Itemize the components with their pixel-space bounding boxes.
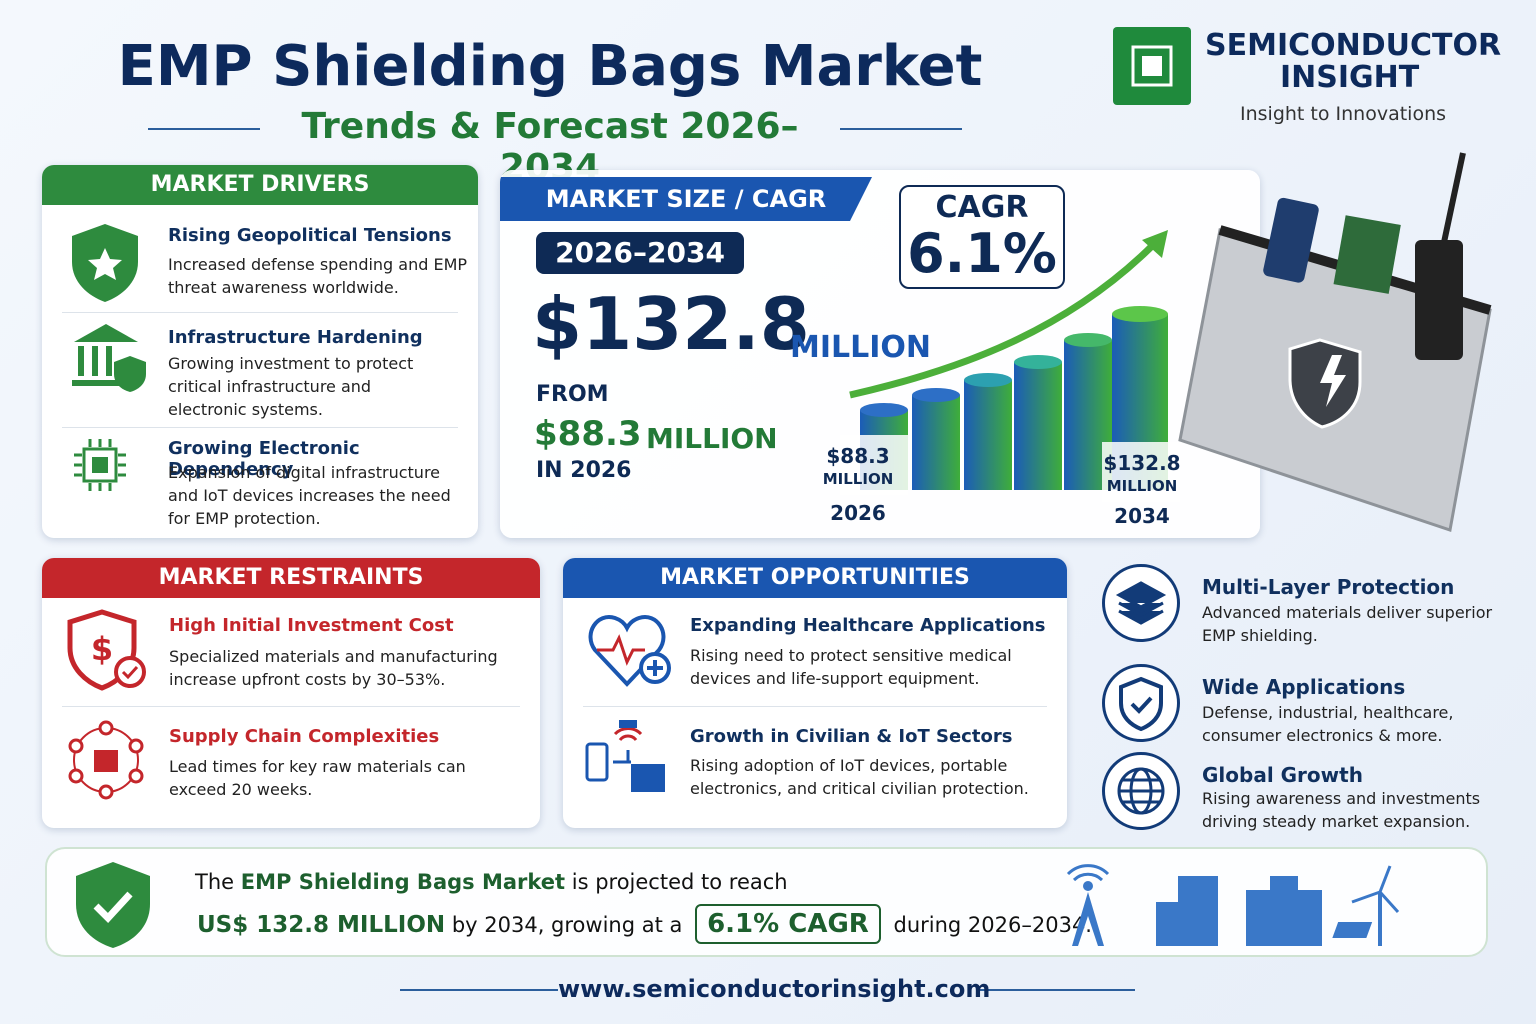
separator xyxy=(62,427,458,428)
rule xyxy=(148,128,260,130)
end-year: 2034 xyxy=(1114,504,1170,528)
separator xyxy=(62,706,520,707)
feature-text: Advanced materials deliver superior EMP … xyxy=(1202,603,1493,645)
item-text: Specialized materials and manufacturing … xyxy=(169,647,498,689)
item-title: Rising Geopolitical Tensions xyxy=(168,225,452,246)
summary-line: US$ 132.8 MILLION by 2034, growing at a … xyxy=(197,904,1092,944)
feature-title: Wide Applications xyxy=(1202,675,1406,699)
summary-emphasis: US$ 132.8 MILLION xyxy=(197,912,446,938)
bag-illustration xyxy=(1178,152,1492,532)
item-text: Rising adoption of IoT devices, portable… xyxy=(690,756,1029,798)
feature-text: Defense, industrial, healthcare, consume… xyxy=(1202,703,1454,745)
rule xyxy=(840,128,962,130)
feature-title: Global Growth xyxy=(1202,763,1363,787)
start-value: $88.3 xyxy=(826,444,890,468)
icon xyxy=(1117,767,1165,815)
icon xyxy=(1119,676,1163,732)
feature-icon xyxy=(1102,752,1180,830)
cagr-value: 6.1% xyxy=(907,222,1057,285)
rule xyxy=(977,989,1135,991)
drivers-card: MARKET DRIVERS Rising Geopolitical Tensi… xyxy=(42,165,478,538)
feature-text: Rising awareness and investments driving… xyxy=(1202,789,1481,831)
item-title: Expanding Healthcare Applications xyxy=(690,615,1046,636)
summary-text: The xyxy=(195,870,235,894)
icon xyxy=(72,224,138,302)
svg-text:$: $ xyxy=(91,630,113,668)
summary-cagr: 6.1% CAGR xyxy=(695,904,881,944)
item-title: High Initial Investment Cost xyxy=(169,615,454,636)
icon: $ xyxy=(67,609,146,691)
brand-logo xyxy=(1113,27,1191,105)
item-title: Infrastructure Hardening xyxy=(168,327,423,348)
brand-tagline: Insight to Innovations xyxy=(1240,103,1447,125)
icon xyxy=(68,720,144,800)
summary-text: during 2026–2034. xyxy=(893,913,1093,937)
section-heading: MARKET DRIVERS xyxy=(42,165,478,205)
feature-icon xyxy=(1102,664,1180,742)
rule xyxy=(400,989,558,991)
start-unit: MILLION xyxy=(822,470,894,488)
feature-icon xyxy=(1102,564,1180,642)
section-heading: MARKET OPPORTUNITIES xyxy=(563,558,1067,598)
summary-text: by 2034, growing at a xyxy=(451,913,683,937)
summary-emphasis: EMP Shielding Bags Market xyxy=(240,870,566,894)
item-title: Growing Electronic Dependency xyxy=(168,438,360,480)
section-heading: MARKET SIZE / CAGR xyxy=(545,185,827,213)
item-title: Supply Chain Complexities xyxy=(169,726,440,747)
item-text: Expansion of digital infrastructure and … xyxy=(168,463,451,528)
title: EMP Shielding Bags Market xyxy=(117,34,983,99)
separator xyxy=(62,312,458,313)
market-size-card: MARKET SIZE / CAGR 2026–2034 $132.8 MILL… xyxy=(500,170,1260,538)
industry-icons xyxy=(1066,864,1400,946)
opportunities-card: MARKET OPPORTUNITIES Expanding Healthcar… xyxy=(563,558,1067,828)
restraints-card: MARKET RESTRAINTS $ High Initial Investm… xyxy=(42,558,540,828)
start-year: 2026 xyxy=(830,501,886,525)
item-title: Growth in Civilian & IoT Sectors xyxy=(690,726,1013,747)
brand-name: INSIGHT xyxy=(1280,60,1420,95)
icon xyxy=(76,862,150,948)
growth-illustration xyxy=(840,230,1180,502)
from-year: IN 2026 xyxy=(536,458,632,483)
separator xyxy=(583,706,1047,707)
icon xyxy=(585,720,665,792)
summary-line: The EMP Shielding Bags Market is project… xyxy=(195,870,788,894)
icon xyxy=(588,615,671,687)
from-value: $88.3 xyxy=(534,414,642,454)
cagr-label: CAGR xyxy=(935,190,1029,225)
section-heading: MARKET RESTRAINTS xyxy=(42,558,540,598)
from-unit: MILLION xyxy=(646,422,778,455)
item-text: Rising need to protect sensitive medical… xyxy=(690,646,1012,688)
end-unit: MILLION xyxy=(1106,477,1178,495)
item-text: Lead times for key raw materials can exc… xyxy=(169,757,466,799)
market-unit: MILLION xyxy=(790,330,932,365)
icon xyxy=(72,324,146,392)
end-value: $132.8 xyxy=(1103,451,1181,475)
cagr-box xyxy=(899,185,1065,289)
footer-url[interactable]: www.semiconductorinsight.com xyxy=(558,975,991,1003)
item-text: Increased defense spending and EMP threa… xyxy=(168,255,468,297)
brand-name: SEMICONDUCTOR xyxy=(1205,28,1502,63)
summary-text: is projected to reach xyxy=(571,870,788,894)
market-value: $132.8 xyxy=(532,282,810,366)
feature-title: Multi-Layer Protection xyxy=(1202,575,1455,599)
period: 2026–2034 xyxy=(536,232,744,274)
icon xyxy=(1115,581,1167,625)
icon xyxy=(74,439,126,491)
subtitle: Trends & Forecast 2026–2034 xyxy=(301,106,799,188)
from-label: FROM xyxy=(536,382,609,407)
heading-band xyxy=(500,177,872,221)
item-text: Growing investment to protect critical i… xyxy=(168,354,414,419)
